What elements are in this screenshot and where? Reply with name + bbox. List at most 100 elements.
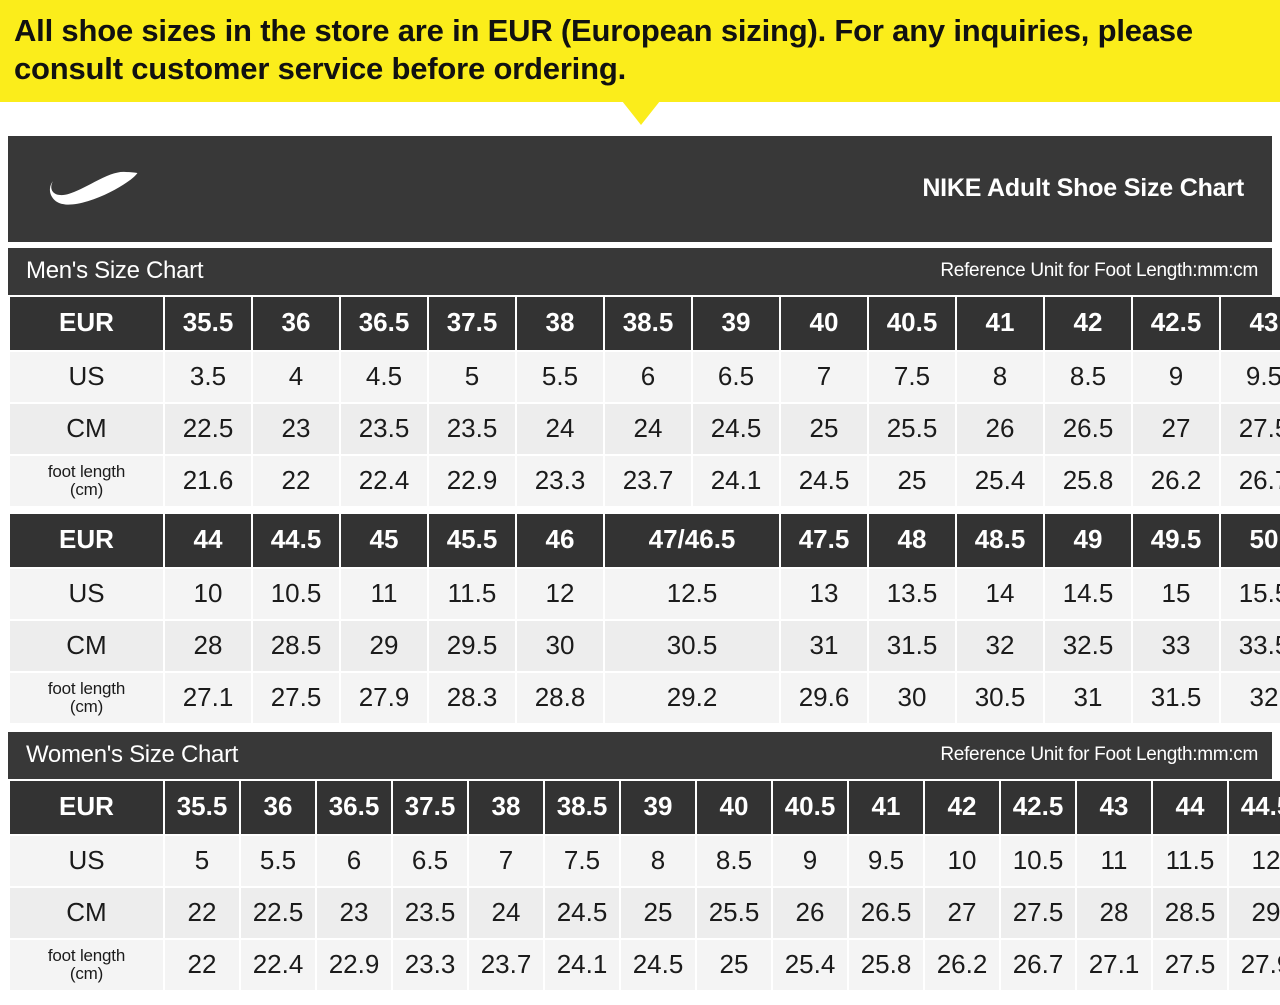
- cell-foot-length: 24.5: [781, 455, 867, 506]
- cell-cm: 23.5: [429, 403, 515, 454]
- table-row-foot-length: foot length (cm) 21.6 22 22.4 22.9 23.3 23.7 24.…: [10, 455, 1280, 506]
- cell-cm: 29.5: [429, 620, 515, 671]
- cell-eur: 42: [1045, 296, 1131, 350]
- cell-eur: 42: [925, 780, 999, 834]
- table-row-foot-length: foot length (cm) 27.1 27.5 27.9 28.3 28.8 29.2 2…: [10, 672, 1280, 723]
- cell-cm: 24: [605, 403, 691, 454]
- cell-eur: 37.5: [429, 296, 515, 350]
- cell-us: 13.5: [869, 568, 955, 619]
- row-label-us: US: [10, 835, 163, 886]
- cell-foot-length: 26.7: [1221, 455, 1280, 506]
- section-title-mens: Men's Size Chart: [26, 257, 204, 285]
- cell-eur: 36: [241, 780, 315, 834]
- cell-cm: 23.5: [341, 403, 427, 454]
- cell-cm: 27.5: [1001, 887, 1075, 938]
- cell-us: 8: [957, 351, 1043, 402]
- cell-eur: 38: [469, 780, 543, 834]
- row-label-line1: foot length: [47, 945, 126, 965]
- cell-foot-length: 27.5: [1153, 939, 1227, 990]
- row-label-us: US: [10, 568, 163, 619]
- row-label-eur: EUR: [10, 513, 163, 567]
- cell-foot-length: 27.9: [341, 672, 427, 723]
- cell-foot-length: 22.4: [341, 455, 427, 506]
- store-notice-text: All shoe sizes in the store are in EUR (…: [14, 13, 1193, 86]
- cell-us: 11.5: [1153, 835, 1227, 886]
- cell-eur: 40: [781, 296, 867, 350]
- cell-eur: 41: [849, 780, 923, 834]
- cell-cm: 24.5: [545, 887, 619, 938]
- cell-foot-length: 22: [165, 939, 239, 990]
- cell-eur: 48: [869, 513, 955, 567]
- row-label-foot-length: foot length (cm): [10, 672, 163, 723]
- cell-eur: 49.5: [1133, 513, 1219, 567]
- cell-us: 10.5: [1001, 835, 1075, 886]
- cell-foot-length: 27.1: [1077, 939, 1151, 990]
- cell-foot-length: 23.7: [605, 455, 691, 506]
- cell-us: 9: [1133, 351, 1219, 402]
- cell-cm: 29: [1229, 887, 1280, 938]
- cell-foot-length: 23.3: [517, 455, 603, 506]
- cell-eur: 42.5: [1001, 780, 1075, 834]
- cell-eur: 47.5: [781, 513, 867, 567]
- cell-cm: 33: [1133, 620, 1219, 671]
- cell-us: 9: [773, 835, 847, 886]
- row-label-eur: EUR: [10, 296, 163, 350]
- cell-us: 7.5: [545, 835, 619, 886]
- cell-eur: 38.5: [605, 296, 691, 350]
- cell-us: 8.5: [1045, 351, 1131, 402]
- section-header-womens: Women's Size Chart Reference Unit for Fo…: [8, 731, 1272, 779]
- cell-eur: 38: [517, 296, 603, 350]
- cell-cm: 22: [165, 887, 239, 938]
- cell-us: 5.5: [517, 351, 603, 402]
- row-label-cm: CM: [10, 620, 163, 671]
- section-header-mens: Men's Size Chart Reference Unit for Foot…: [8, 247, 1272, 295]
- cell-eur: 44: [165, 513, 251, 567]
- table-row-eur: EUR 35.5 36 36.5 37.5 38 38.5 39 40 40.5 41 42 42.5 4…: [10, 296, 1280, 350]
- cell-eur: 40.5: [869, 296, 955, 350]
- cell-eur: 35.5: [165, 780, 239, 834]
- cell-eur: 40: [697, 780, 771, 834]
- cell-us: 14.5: [1045, 568, 1131, 619]
- cell-us: 12: [1229, 835, 1280, 886]
- cell-us: 7.5: [869, 351, 955, 402]
- table-row-us: US 3.5 4 4.5 5 5.5 6 6.5 7 7.5 8 8.5 9 9.5: [10, 351, 1280, 402]
- cell-cm: 23.5: [393, 887, 467, 938]
- cell-eur: 48.5: [957, 513, 1043, 567]
- cell-us: 3.5: [165, 351, 251, 402]
- cell-foot-length: 28.3: [429, 672, 515, 723]
- cell-cm: 28.5: [253, 620, 339, 671]
- mens-size-table: EUR 35.5 36 36.5 37.5 38 38.5 39 40 40.5 41 42 42.5 4…: [8, 295, 1280, 725]
- cell-us: 6: [317, 835, 391, 886]
- cell-cm: 25: [781, 403, 867, 454]
- cell-eur: 36: [253, 296, 339, 350]
- cell-cm: 30.5: [605, 620, 779, 671]
- cell-us: 6.5: [393, 835, 467, 886]
- cell-cm: 25.5: [697, 887, 771, 938]
- cell-eur: 40.5: [773, 780, 847, 834]
- cell-us: 4.5: [341, 351, 427, 402]
- cell-foot-length: 26.2: [1133, 455, 1219, 506]
- cell-foot-length: 29.6: [781, 672, 867, 723]
- brand-header-bar: NIKE Adult Shoe Size Chart: [8, 135, 1272, 242]
- cell-eur: 45.5: [429, 513, 515, 567]
- separator-cell: [10, 507, 1280, 512]
- cell-cm: 32: [957, 620, 1043, 671]
- cell-eur: 42.5: [1133, 296, 1219, 350]
- cell-cm: 22.5: [165, 403, 251, 454]
- cell-cm: 26: [957, 403, 1043, 454]
- cell-foot-length: 25.8: [849, 939, 923, 990]
- cell-cm: 26.5: [849, 887, 923, 938]
- cell-cm: 23: [253, 403, 339, 454]
- cell-foot-length: 23.7: [469, 939, 543, 990]
- cell-eur: 47/46.5: [605, 513, 779, 567]
- cell-eur: 36.5: [317, 780, 391, 834]
- cell-foot-length: 26.7: [1001, 939, 1075, 990]
- cell-eur: 43: [1077, 780, 1151, 834]
- cell-foot-length: 24.1: [693, 455, 779, 506]
- cell-us: 9.5: [849, 835, 923, 886]
- cell-us: 8: [621, 835, 695, 886]
- cell-foot-length: 22: [253, 455, 339, 506]
- row-label-line1: foot length: [47, 678, 126, 698]
- cell-us: 12.5: [605, 568, 779, 619]
- cell-us: 5: [165, 835, 239, 886]
